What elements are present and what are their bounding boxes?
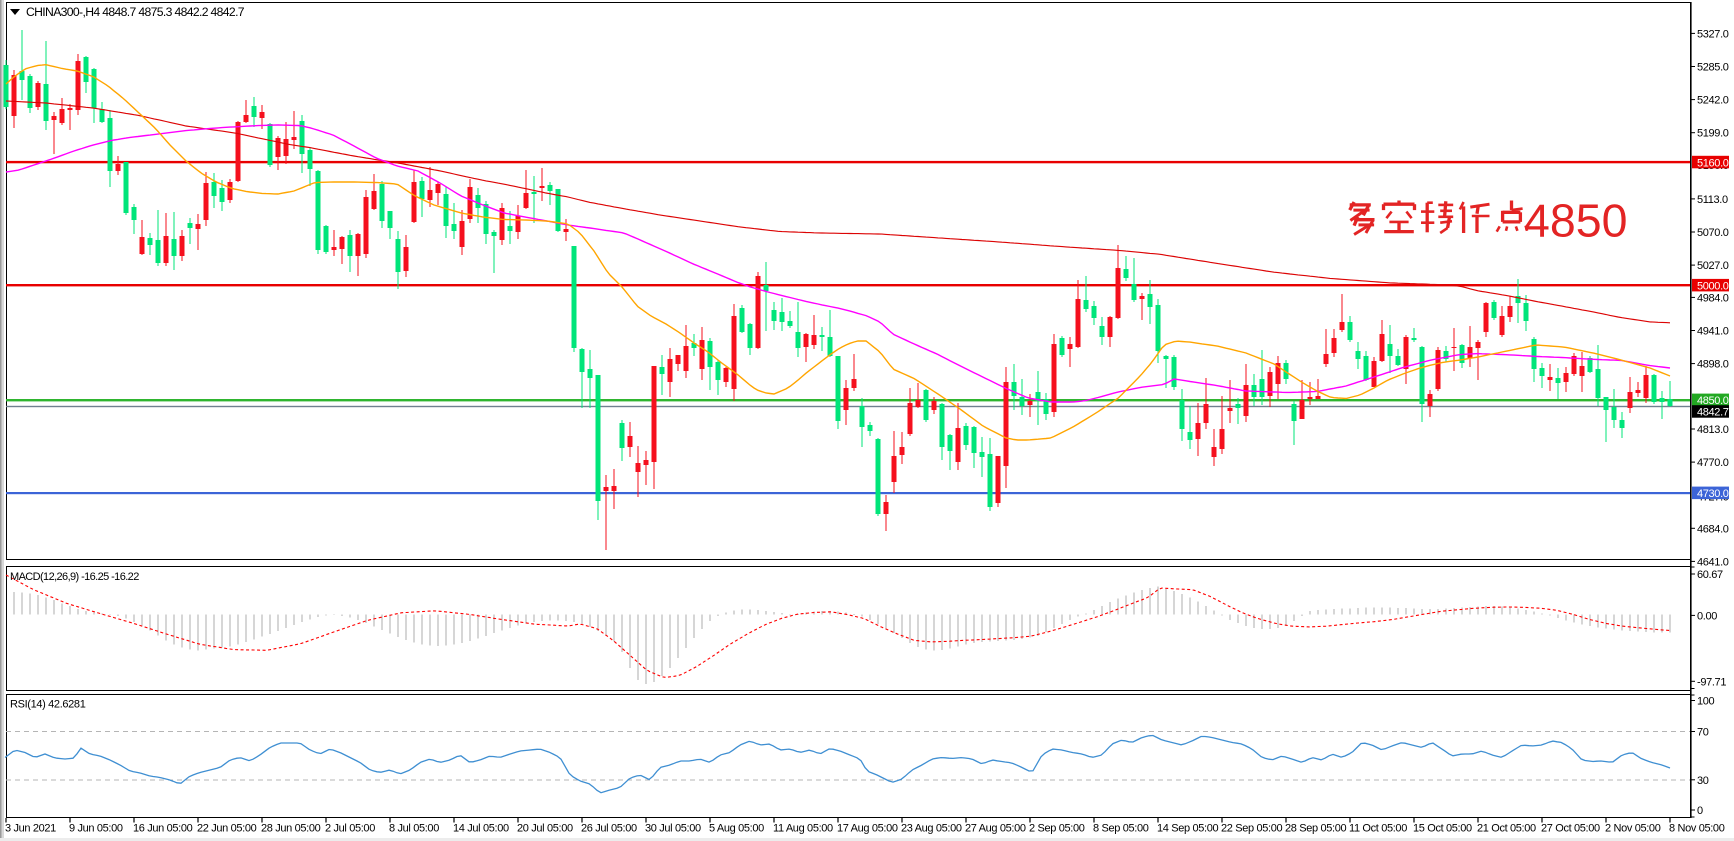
svg-text:5070.0: 5070.0 <box>1697 227 1729 239</box>
svg-text:22 Sep 05:00: 22 Sep 05:00 <box>1221 823 1282 835</box>
svg-text:28 Sep 05:00: 28 Sep 05:00 <box>1285 823 1346 835</box>
svg-text:14 Sep 05:00: 14 Sep 05:00 <box>1157 823 1218 835</box>
svg-text:5199.0: 5199.0 <box>1697 128 1729 140</box>
svg-text:5327.0: 5327.0 <box>1697 28 1729 40</box>
svg-text:2 Sep 05:00: 2 Sep 05:00 <box>1029 823 1085 835</box>
svg-text:28 Jun 05:00: 28 Jun 05:00 <box>261 823 321 835</box>
svg-text:16 Jun 05:00: 16 Jun 05:00 <box>133 823 193 835</box>
svg-text:3 Jun 2021: 3 Jun 2021 <box>5 823 56 835</box>
svg-text:22 Jun 05:00: 22 Jun 05:00 <box>197 823 257 835</box>
svg-text:15 Oct 05:00: 15 Oct 05:00 <box>1413 823 1472 835</box>
svg-text:8 Nov 05:00: 8 Nov 05:00 <box>1669 823 1725 835</box>
svg-text:5160.0: 5160.0 <box>1697 157 1729 169</box>
svg-text:30 Jul 05:00: 30 Jul 05:00 <box>645 823 701 835</box>
svg-text:4850.0: 4850.0 <box>1697 395 1729 407</box>
svg-text:4813.0: 4813.0 <box>1697 424 1729 436</box>
svg-text:CHINA300-,H4 4848.7 4875.3 48: CHINA300-,H4 4848.7 4875.3 4842.2 4842.7 <box>26 5 245 19</box>
svg-text:5 Aug 05:00: 5 Aug 05:00 <box>709 823 764 835</box>
svg-text:4984.0: 4984.0 <box>1697 292 1729 304</box>
svg-text:4898.0: 4898.0 <box>1697 359 1729 371</box>
svg-text:70: 70 <box>1697 727 1709 739</box>
svg-text:4850: 4850 <box>1524 195 1627 247</box>
svg-text:2 Nov 05:00: 2 Nov 05:00 <box>1605 823 1661 835</box>
svg-text:14 Jul 05:00: 14 Jul 05:00 <box>453 823 509 835</box>
svg-text:8 Sep 05:00: 8 Sep 05:00 <box>1093 823 1149 835</box>
svg-text:5113.0: 5113.0 <box>1697 194 1728 206</box>
svg-text:26 Jul 05:00: 26 Jul 05:00 <box>581 823 637 835</box>
svg-text:4641.0: 4641.0 <box>1697 556 1729 568</box>
svg-text:11 Oct 05:00: 11 Oct 05:00 <box>1349 823 1407 835</box>
svg-text:5242.0: 5242.0 <box>1697 95 1729 107</box>
svg-text:8 Jul 05:00: 8 Jul 05:00 <box>389 823 439 835</box>
svg-text:4770.0: 4770.0 <box>1697 457 1729 469</box>
svg-text:-97.71: -97.71 <box>1697 677 1726 689</box>
svg-text:11 Aug 05:00: 11 Aug 05:00 <box>773 823 833 835</box>
svg-text:MACD(12,26,9) -16.25 -16.22: MACD(12,26,9) -16.25 -16.22 <box>10 571 139 583</box>
svg-text:5285.0: 5285.0 <box>1697 62 1729 74</box>
svg-text:5027.0: 5027.0 <box>1697 260 1729 272</box>
svg-text:4730.0: 4730.0 <box>1697 488 1729 500</box>
svg-text:9 Jun 05:00: 9 Jun 05:00 <box>69 823 123 835</box>
svg-text:100: 100 <box>1697 696 1715 708</box>
svg-text:4941.0: 4941.0 <box>1697 326 1729 338</box>
svg-text:23 Aug 05:00: 23 Aug 05:00 <box>901 823 962 835</box>
svg-text:2 Jul 05:00: 2 Jul 05:00 <box>325 823 375 835</box>
svg-text:5000.0: 5000.0 <box>1697 280 1729 292</box>
svg-text:4842.7: 4842.7 <box>1697 407 1729 419</box>
svg-text:30: 30 <box>1697 775 1709 787</box>
svg-text:4684.0: 4684.0 <box>1697 523 1729 535</box>
svg-text:0: 0 <box>1697 805 1703 817</box>
svg-text:20 Jul 05:00: 20 Jul 05:00 <box>517 823 573 835</box>
svg-text:RSI(14) 42.6281: RSI(14) 42.6281 <box>10 699 86 711</box>
svg-text:17 Aug 05:00: 17 Aug 05:00 <box>837 823 898 835</box>
svg-text:27 Oct 05:00: 27 Oct 05:00 <box>1541 823 1600 835</box>
svg-text:27 Aug 05:00: 27 Aug 05:00 <box>965 823 1026 835</box>
svg-text:0.00: 0.00 <box>1697 611 1717 623</box>
svg-text:21 Oct 05:00: 21 Oct 05:00 <box>1477 823 1536 835</box>
svg-text:60.67: 60.67 <box>1697 569 1723 581</box>
